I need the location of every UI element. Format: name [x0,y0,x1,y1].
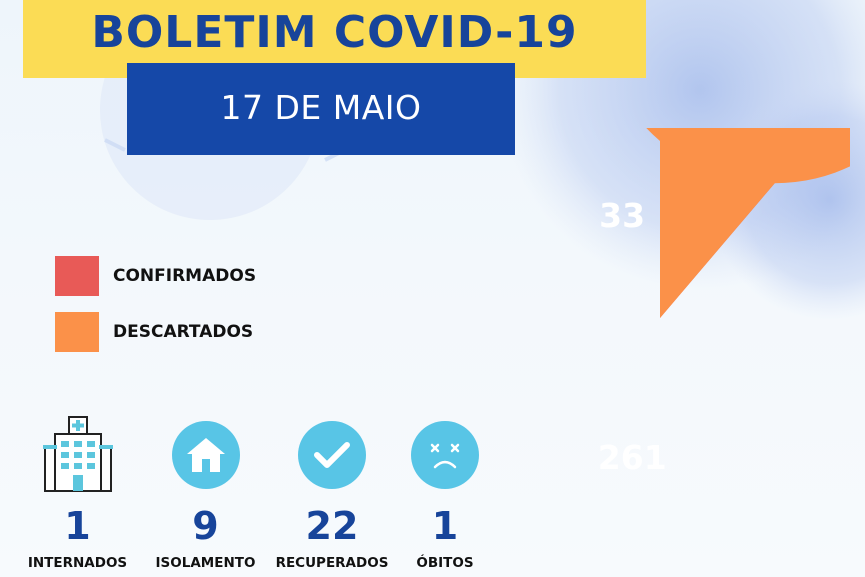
stat-label-internados: INTERNADOS [27,555,128,571]
pie-label-confirmados: 33 [599,196,645,235]
hospital-icon [42,416,113,492]
stat-recuperados: 22 RECUPERADOS [272,415,392,571]
stat-value-isolamento: 9 [192,504,219,548]
page-title: BOLETIM COVID-19 [91,6,578,58]
legend-item-descartados: DESCARTADOS [55,311,256,353]
pie-slice-descartados [646,128,850,318]
bulletin-date: 17 DE MAIO [220,87,422,127]
legend-label-descartados: DESCARTADOS [113,322,254,342]
date-band: 17 DE MAIO [127,63,515,155]
pie-label-descartados: 261 [598,438,667,477]
house-icon [171,421,240,489]
chart-legend: CONFIRMADOS DESCARTADOS [55,255,256,367]
stat-isolamento: 9 ISOLAMENTO [148,415,263,571]
legend-swatch-confirmados [55,256,99,296]
stat-value-internados: 1 [64,504,91,548]
sad-face-icon [411,421,479,489]
stat-obitos: 1 ÓBITOS [390,415,500,571]
stat-label-recuperados: RECUPERADOS [275,555,389,571]
stats-row: 1 INTERNADOS 9 ISOLAMENTO 22 RECUPERADOS [0,415,500,577]
stat-label-isolamento: ISOLAMENTO [155,555,256,571]
pie-chart: 33 261 [598,128,850,477]
legend-item-confirmados: CONFIRMADOS [55,255,256,297]
stat-value-recuperados: 22 [305,504,359,548]
stat-value-obitos: 1 [431,504,459,548]
checkmark-icon [298,421,366,489]
legend-swatch-descartados [55,312,99,352]
legend-label-confirmados: CONFIRMADOS [113,266,257,286]
stat-label-obitos: ÓBITOS [416,555,474,571]
stat-internados: 1 INTERNADOS [20,415,135,571]
